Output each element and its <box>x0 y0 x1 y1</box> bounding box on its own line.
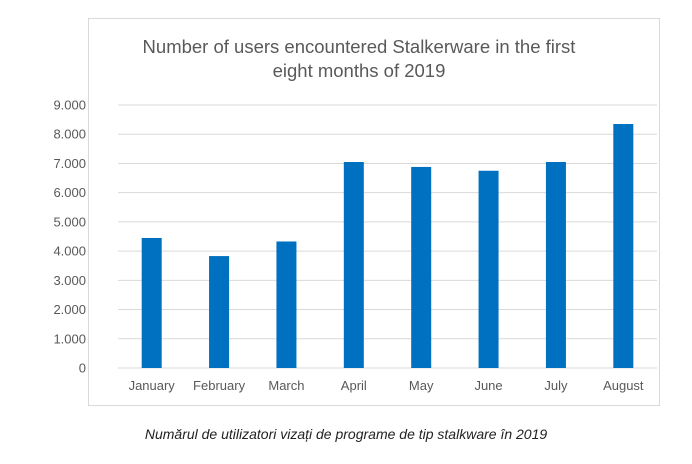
y-tick-label: 3.000 <box>53 273 86 288</box>
figure-caption: Numărul de utilizatori vizați de program… <box>144 426 548 442</box>
y-tick-label: 5.000 <box>53 214 86 229</box>
x-tick-label: August <box>603 378 644 393</box>
bar-august <box>613 123 634 368</box>
stalkerware-bar-chart: Number of users encountered Stalkerware … <box>53 36 657 393</box>
y-tick-label: 9.000 <box>53 98 86 113</box>
bar-may <box>411 166 432 368</box>
x-tick-label: June <box>474 378 502 393</box>
y-tick-label: 4.000 <box>53 244 86 259</box>
bar-march <box>276 241 297 368</box>
y-tick-label: 0 <box>79 361 86 376</box>
bar-june <box>478 170 499 368</box>
x-tick-label: April <box>341 378 367 393</box>
y-tick-label: 6.000 <box>53 185 86 200</box>
bar-july <box>545 161 566 368</box>
y-tick-label: 8.000 <box>53 127 86 142</box>
chart-title-line: eight months of 2019 <box>273 60 446 81</box>
x-tick-label: July <box>544 378 568 393</box>
x-tick-label: May <box>409 378 434 393</box>
x-tick-label: March <box>268 378 304 393</box>
chart-title-line: Number of users encountered Stalkerware … <box>143 36 576 57</box>
bar-april <box>343 161 364 368</box>
x-tick-label: February <box>193 378 246 393</box>
bar-january <box>141 237 162 368</box>
x-tick-label: January <box>129 378 176 393</box>
chart-frame: Number of users encountered Stalkerware … <box>53 18 660 406</box>
y-tick-label: 2.000 <box>53 302 86 317</box>
y-tick-label: 7.000 <box>53 156 86 171</box>
y-tick-label: 1.000 <box>53 331 86 346</box>
bar-february <box>209 256 230 368</box>
